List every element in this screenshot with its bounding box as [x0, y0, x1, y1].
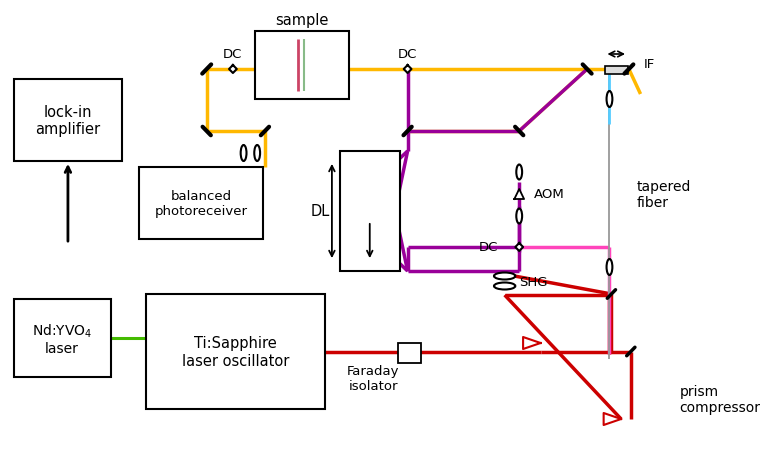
Ellipse shape: [254, 146, 260, 162]
Text: DC: DC: [398, 47, 417, 60]
Polygon shape: [404, 66, 412, 74]
Text: Faraday
isolator: Faraday isolator: [347, 364, 399, 392]
Text: DL: DL: [311, 204, 330, 219]
Text: SHG: SHG: [519, 275, 548, 288]
Ellipse shape: [516, 165, 522, 180]
Text: balanced
photoreceiver: balanced photoreceiver: [154, 189, 247, 218]
Bar: [146, 294, 325, 409]
Bar: [339, 152, 400, 271]
Bar: [14, 80, 122, 162]
Ellipse shape: [494, 273, 515, 280]
Bar: [139, 168, 263, 239]
Polygon shape: [229, 66, 237, 74]
Polygon shape: [604, 413, 621, 425]
Bar: [255, 32, 350, 100]
Polygon shape: [523, 337, 540, 349]
Polygon shape: [515, 244, 523, 251]
Text: Nd:YVO$_4$
laser: Nd:YVO$_4$ laser: [32, 321, 92, 355]
Text: DC: DC: [223, 47, 243, 60]
Text: DC: DC: [478, 241, 498, 254]
Text: sample: sample: [276, 13, 329, 27]
Text: tapered
fiber: tapered fiber: [636, 180, 691, 210]
Ellipse shape: [516, 209, 522, 224]
Text: lock-in
amplifier: lock-in amplifier: [36, 105, 101, 137]
Text: IF: IF: [643, 58, 655, 71]
Ellipse shape: [607, 259, 612, 275]
Text: AOM: AOM: [534, 188, 564, 201]
Ellipse shape: [494, 283, 515, 290]
Ellipse shape: [241, 146, 246, 162]
Bar: [14, 300, 111, 377]
Text: Ti:Sapphire
laser oscillator: Ti:Sapphire laser oscillator: [181, 336, 289, 368]
Ellipse shape: [607, 92, 612, 108]
Bar: [604, 67, 628, 75]
Bar: [398, 343, 421, 363]
Polygon shape: [515, 189, 524, 200]
Text: prism
compressor: prism compressor: [680, 384, 760, 414]
